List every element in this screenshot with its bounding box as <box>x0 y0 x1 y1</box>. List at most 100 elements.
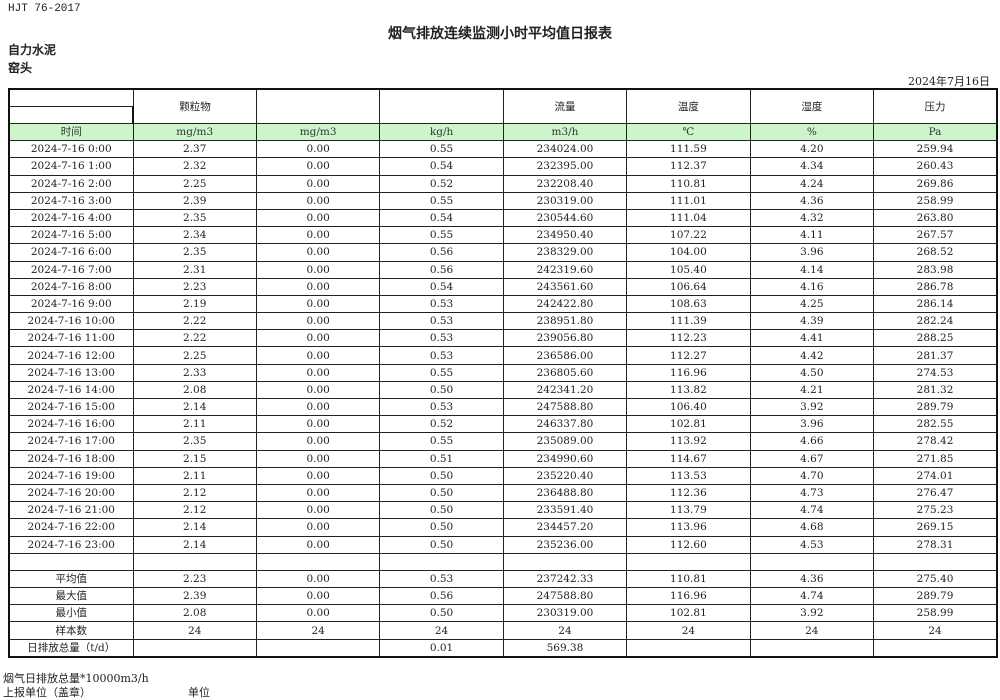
table-row: 2024-7-16 14:00 2.08 0.00 0.50 242341.20 113.… <box>8 380 999 400</box>
value-cell: 2.35 <box>132 432 257 451</box>
summary-label: 平均值 <box>8 569 134 589</box>
value-cell: 102.81 <box>626 415 751 434</box>
value-cell: 0.56 <box>379 243 504 262</box>
value-cell: 238951.80 <box>502 312 628 331</box>
value-cell: 2.39 <box>132 191 257 210</box>
value-cell: 0.50 <box>379 501 504 520</box>
value-cell: 0.00 <box>255 174 381 193</box>
value-cell: 4.20 <box>749 140 875 159</box>
summary-value: 0.53 <box>379 569 504 589</box>
summary-value: 24 <box>255 621 381 640</box>
value-cell: 4.24 <box>749 174 875 193</box>
value-cell: 274.01 <box>873 466 999 485</box>
header-corner-bottom <box>8 106 134 124</box>
value-cell: 0.50 <box>379 380 504 400</box>
summary-value: 0.56 <box>379 587 504 606</box>
summary-row: 最大值 2.39 0.00 0.56 247588.80 116.96 4.74 289.79 <box>8 587 999 606</box>
time-cell: 2024-7-16 4:00 <box>8 208 134 228</box>
value-cell: 289.79 <box>873 397 999 417</box>
value-cell: 2.31 <box>132 260 257 279</box>
value-cell: 233591.40 <box>502 501 628 520</box>
value-cell: 0.00 <box>255 191 381 210</box>
value-cell: 238329.00 <box>502 243 628 262</box>
table-row: 2024-7-16 11:00 2.22 0.00 0.53 239056.80 112.… <box>8 329 999 348</box>
summary-row: 样本数 24 24 24 24 24 24 24 <box>8 621 999 640</box>
value-cell: 116.96 <box>626 363 751 382</box>
value-cell: 2.15 <box>132 449 257 468</box>
time-cell: 2024-7-16 12:00 <box>8 346 134 365</box>
value-cell: 2.11 <box>132 466 257 485</box>
value-cell: 230319.00 <box>502 191 628 210</box>
summary-value: 237242.33 <box>502 569 628 589</box>
empty-cell <box>873 552 999 571</box>
summary-row: 日排放总量（t/d） 0.01 569.38 <box>8 638 999 658</box>
table-row: 2024-7-16 13:00 2.33 0.00 0.55 236805.60 116.… <box>8 363 999 382</box>
value-cell: 0.00 <box>255 415 381 434</box>
value-cell: 247588.80 <box>502 397 628 417</box>
value-cell: 267.57 <box>873 226 999 245</box>
value-cell: 0.55 <box>379 226 504 245</box>
value-cell: 0.50 <box>379 483 504 503</box>
note-daily-total: 烟气日排放总量*10000m3/h <box>3 672 149 685</box>
value-cell: 260.43 <box>873 157 999 176</box>
table-row: 2024-7-16 19:00 2.11 0.00 0.50 235220.40 113.… <box>8 466 999 485</box>
summary-value <box>873 638 999 658</box>
value-cell: 235220.40 <box>502 466 628 485</box>
value-cell: 234457.20 <box>502 518 628 537</box>
value-cell: 113.53 <box>626 466 751 485</box>
table-row: 2024-7-16 5:00 2.34 0.00 0.55 234950.40 107.2… <box>8 226 999 245</box>
value-cell: 4.74 <box>749 501 875 520</box>
value-cell: 111.04 <box>626 208 751 228</box>
value-cell: 236488.80 <box>502 483 628 503</box>
summary-value: 116.96 <box>626 587 751 606</box>
value-cell: 0.00 <box>255 466 381 485</box>
value-cell: 268.52 <box>873 243 999 262</box>
value-cell: 112.37 <box>626 157 751 176</box>
report-date: 2024年7月16日 <box>908 75 990 88</box>
value-cell: 259.94 <box>873 140 999 159</box>
value-cell: 3.92 <box>749 397 875 417</box>
value-cell: 0.53 <box>379 346 504 365</box>
value-cell: 234950.40 <box>502 226 628 245</box>
value-cell: 0.55 <box>379 140 504 159</box>
value-cell: 2.14 <box>132 397 257 417</box>
value-cell: 0.00 <box>255 483 381 503</box>
table-row: 2024-7-16 17:00 2.35 0.00 0.55 235089.00 113.… <box>8 432 999 451</box>
value-cell: 0.00 <box>255 380 381 400</box>
value-cell: 243561.60 <box>502 277 628 296</box>
time-cell: 2024-7-16 22:00 <box>8 518 134 537</box>
value-cell: 0.00 <box>255 501 381 520</box>
value-cell: 235236.00 <box>502 535 628 554</box>
summary-value: 569.38 <box>502 638 628 658</box>
value-cell: 0.55 <box>379 191 504 210</box>
value-cell: 271.85 <box>873 449 999 468</box>
value-cell: 0.50 <box>379 466 504 485</box>
value-cell: 4.36 <box>749 191 875 210</box>
time-cell: 2024-7-16 14:00 <box>8 380 134 400</box>
value-cell: 4.39 <box>749 312 875 331</box>
summary-value <box>626 638 751 658</box>
value-cell: 281.37 <box>873 346 999 365</box>
value-cell: 113.79 <box>626 501 751 520</box>
time-cell: 2024-7-16 0:00 <box>8 140 134 159</box>
value-cell: 2.14 <box>132 535 257 554</box>
value-cell: 234990.60 <box>502 449 628 468</box>
summary-label: 样本数 <box>8 621 134 640</box>
value-cell: 105.40 <box>626 260 751 279</box>
empty-cell <box>626 552 751 571</box>
summary-value: 24 <box>379 621 504 640</box>
unit-label: 单位 <box>188 686 210 699</box>
value-cell: 242341.20 <box>502 380 628 400</box>
empty-cell <box>749 552 875 571</box>
summary-value: 2.23 <box>132 569 257 589</box>
value-cell: 246337.80 <box>502 415 628 434</box>
report-title: 烟气排放连续监测小时平均值日报表 <box>388 26 612 42</box>
value-cell: 0.52 <box>379 174 504 193</box>
value-cell: 2.22 <box>132 329 257 348</box>
value-cell: 4.73 <box>749 483 875 503</box>
empty-cell <box>502 552 628 571</box>
column-group-header <box>255 88 381 124</box>
table-row: 2024-7-16 4:00 2.35 0.00 0.54 230544.60 111.0… <box>8 208 999 228</box>
value-cell: 286.14 <box>873 294 999 314</box>
value-cell: 0.50 <box>379 518 504 537</box>
